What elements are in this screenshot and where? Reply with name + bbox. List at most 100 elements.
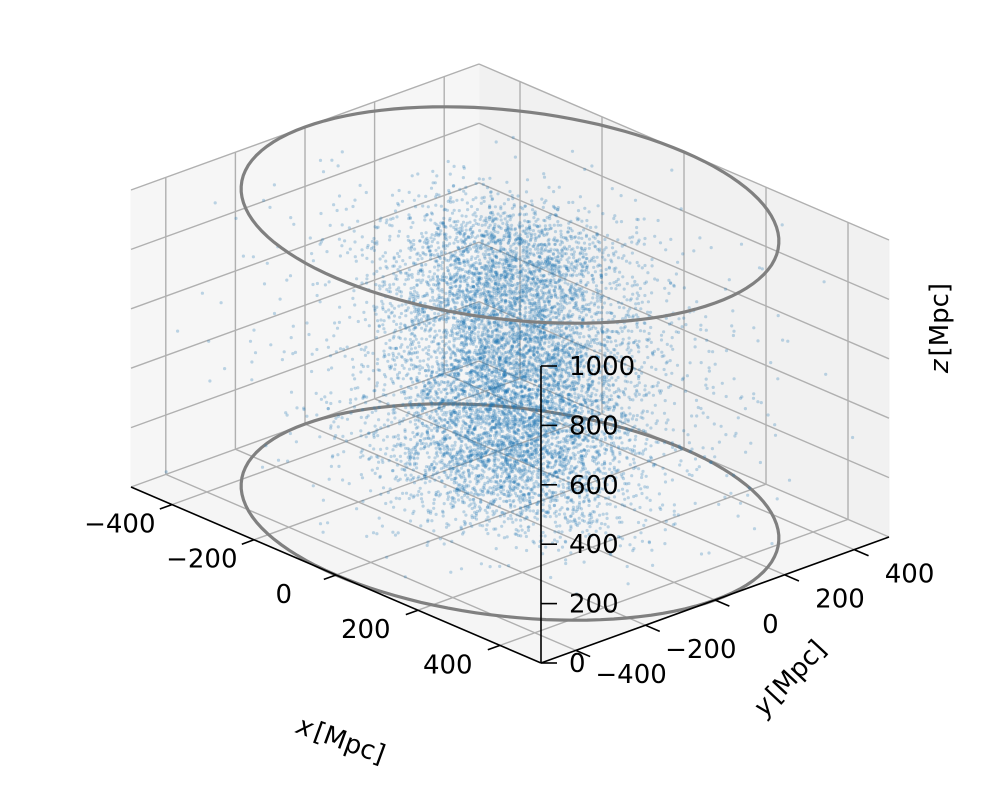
data-point <box>512 331 516 335</box>
data-point <box>527 299 532 303</box>
data-point <box>450 285 454 289</box>
data-point <box>435 174 439 178</box>
data-point <box>640 266 644 270</box>
data-point <box>583 167 587 171</box>
data-point <box>464 248 468 252</box>
data-point <box>505 180 509 184</box>
data-point <box>537 357 541 361</box>
data-point <box>607 397 612 402</box>
data-point <box>418 239 422 243</box>
data-point <box>445 266 449 270</box>
data-point <box>553 395 557 399</box>
data-point <box>507 234 511 238</box>
data-point <box>525 403 529 407</box>
grid-floor-y <box>443 372 855 551</box>
data-point <box>586 382 590 386</box>
data-point <box>461 304 465 308</box>
data-point <box>502 252 506 256</box>
data-point <box>518 212 522 216</box>
data-point <box>664 248 668 252</box>
data-point <box>502 372 506 376</box>
data-point <box>524 337 528 341</box>
data-point <box>586 281 590 285</box>
data-point <box>650 264 654 268</box>
data-point <box>397 203 401 207</box>
data-point <box>444 342 448 346</box>
data-point <box>516 299 520 303</box>
data-point <box>431 318 435 322</box>
data-point <box>557 318 561 322</box>
data-point <box>644 442 648 446</box>
data-point <box>424 346 428 350</box>
data-point <box>498 261 502 265</box>
data-point <box>432 416 436 420</box>
data-point <box>423 218 427 222</box>
data-point <box>525 328 529 332</box>
data-point <box>522 368 526 372</box>
data-point <box>549 356 553 360</box>
data-point <box>386 359 390 363</box>
data-point <box>557 260 561 264</box>
data-point <box>483 245 487 249</box>
data-point <box>538 311 542 315</box>
data-point <box>555 315 559 319</box>
data-point <box>491 264 495 268</box>
data-point <box>545 259 549 263</box>
data-point <box>494 282 498 286</box>
data-point <box>500 308 504 313</box>
data-point <box>508 265 512 270</box>
grid-floor-y <box>235 448 646 626</box>
data-point <box>562 236 566 240</box>
data-point <box>474 196 478 200</box>
data-point <box>543 378 547 382</box>
data-point <box>511 213 515 217</box>
data-point <box>534 305 538 309</box>
data-point <box>518 371 522 375</box>
data-point <box>442 404 446 408</box>
data-point <box>547 340 551 344</box>
data-point <box>548 358 553 363</box>
scatter-points <box>164 135 855 596</box>
data-point <box>444 359 448 363</box>
data-point <box>476 318 480 322</box>
data-point <box>577 217 581 221</box>
data-point <box>559 229 563 233</box>
data-point <box>513 302 518 306</box>
data-point <box>463 231 467 236</box>
data-point <box>547 353 551 357</box>
data-point <box>501 337 505 342</box>
data-point <box>479 282 484 286</box>
data-point <box>446 268 450 273</box>
data-point <box>472 325 476 329</box>
data-point <box>443 236 447 240</box>
data-point <box>541 293 546 297</box>
data-point <box>614 344 619 348</box>
data-point <box>681 252 685 256</box>
data-point <box>555 214 559 218</box>
data-point <box>623 242 627 246</box>
data-point <box>468 269 472 273</box>
data-point <box>593 244 597 248</box>
data-point <box>576 209 581 213</box>
data-point <box>497 418 501 422</box>
data-point <box>508 218 512 222</box>
data-point <box>564 326 569 330</box>
data-point <box>479 425 483 429</box>
data-point <box>483 284 487 288</box>
data-point <box>488 176 492 180</box>
data-point <box>476 288 480 292</box>
data-point <box>669 237 673 241</box>
data-point <box>466 236 470 240</box>
data-point <box>435 259 439 263</box>
data-point <box>525 235 530 239</box>
data-point <box>431 288 435 292</box>
data-point <box>553 286 558 290</box>
data-point <box>637 381 641 385</box>
data-point <box>337 194 342 198</box>
data-point <box>495 328 499 332</box>
data-point <box>426 518 430 522</box>
data-point <box>514 334 518 338</box>
data-point <box>577 241 581 245</box>
data-point <box>481 364 485 368</box>
data-point <box>548 223 552 227</box>
